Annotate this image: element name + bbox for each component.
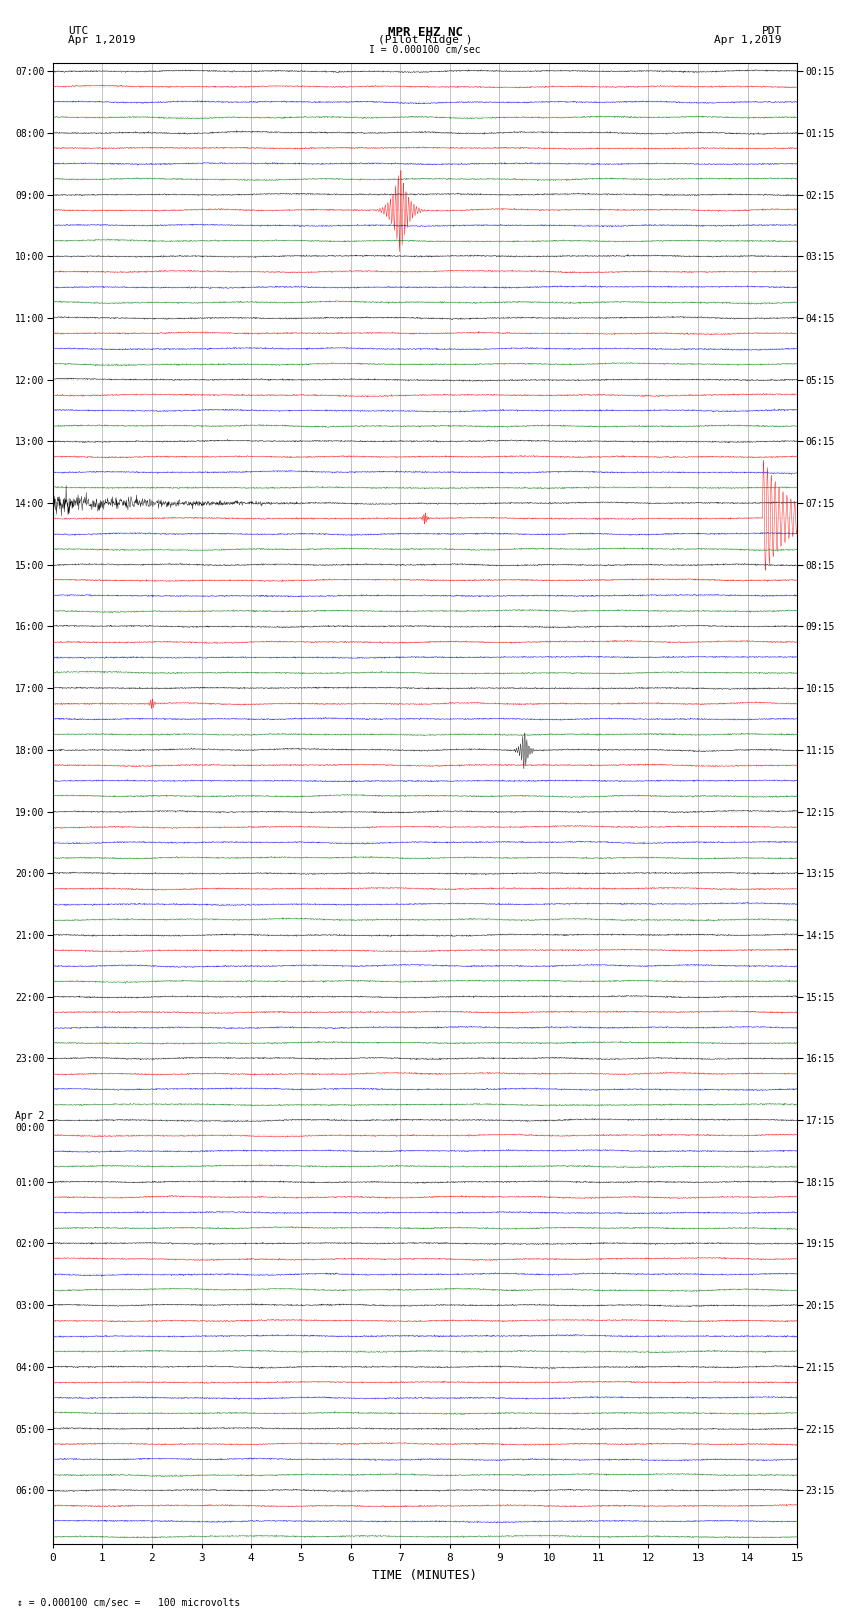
Text: Apr 1,2019: Apr 1,2019 [715,35,782,45]
X-axis label: TIME (MINUTES): TIME (MINUTES) [372,1569,478,1582]
Text: UTC: UTC [68,26,88,35]
Text: PDT: PDT [762,26,782,35]
Text: (Pilot Ridge ): (Pilot Ridge ) [377,35,473,45]
Text: MPR EHZ NC: MPR EHZ NC [388,26,462,39]
Text: Apr 1,2019: Apr 1,2019 [68,35,135,45]
Text: I = 0.000100 cm/sec: I = 0.000100 cm/sec [369,45,481,55]
Text: ↕ = 0.000100 cm/sec =   100 microvolts: ↕ = 0.000100 cm/sec = 100 microvolts [17,1598,241,1608]
